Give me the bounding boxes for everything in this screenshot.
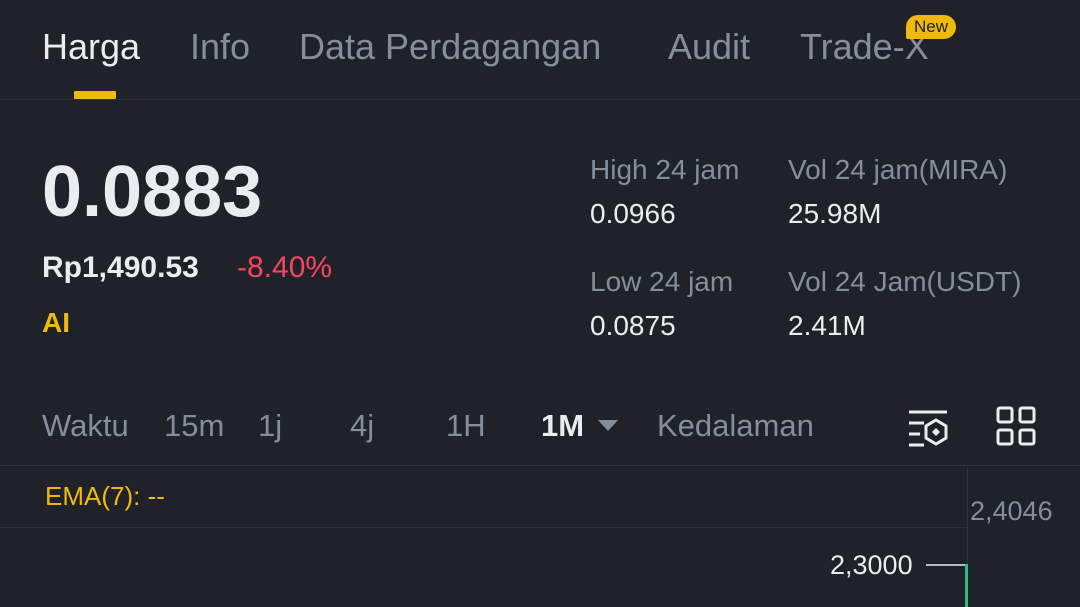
grid-line xyxy=(0,527,968,528)
tab-bar: Harga Info Data Perdagangan Audit Trade-… xyxy=(0,0,1080,100)
current-price-line xyxy=(926,564,968,566)
interval-15m[interactable]: 15m xyxy=(164,408,225,443)
tab-harga[interactable]: Harga xyxy=(42,26,141,67)
new-badge: New xyxy=(906,15,957,39)
candle xyxy=(965,564,968,607)
high-24h-label: High 24 jam xyxy=(590,154,740,185)
ema-indicator-label: EMA(7): -- xyxy=(45,481,165,511)
fiat-price: Rp1,490.53 xyxy=(42,251,199,284)
vol-base-value: 25.98M xyxy=(788,198,882,229)
price-axis-divider xyxy=(967,467,968,607)
grid-layout-icon[interactable] xyxy=(996,406,1040,450)
tab-audit[interactable]: Audit xyxy=(668,26,751,67)
interval-1h[interactable]: 1H xyxy=(446,408,486,443)
price-chart[interactable]: EMA(7): -- 2,4046 2,3000 xyxy=(0,467,1080,607)
tab-info[interactable]: Info xyxy=(190,26,251,67)
vol-base-label: Vol 24 jam(MIRA) xyxy=(788,154,1008,185)
high-24h-value: 0.0966 xyxy=(590,198,676,229)
interval-bar: Waktu 15m 1j 4j 1H 1M Kedalaman xyxy=(0,390,1080,466)
low-24h-value: 0.0875 xyxy=(590,310,676,341)
current-price-line-label: 2,3000 xyxy=(830,550,913,580)
chevron-down-icon[interactable] xyxy=(598,420,618,431)
last-price: 0.0883 xyxy=(42,152,263,232)
vol-quote-label: Vol 24 Jam(USDT) xyxy=(788,266,1022,297)
active-tab-indicator xyxy=(74,91,116,99)
indicator-settings-icon[interactable] xyxy=(906,406,950,450)
low-24h-label: Low 24 jam xyxy=(590,266,734,297)
price-axis-label: 2,4046 xyxy=(970,496,1053,526)
category-tag[interactable]: AI xyxy=(42,307,70,338)
price-change-percent: -8.40% xyxy=(237,251,333,284)
depth-tab[interactable]: Kedalaman xyxy=(657,408,814,443)
vol-quote-value: 2.41M xyxy=(788,310,866,341)
interval-1j[interactable]: 1j xyxy=(258,408,283,443)
tab-data-perdagangan[interactable]: Data Perdagangan xyxy=(299,26,602,67)
interval-1m-selected[interactable]: 1M xyxy=(541,408,585,443)
interval-4j[interactable]: 4j xyxy=(350,408,375,443)
interval-waktu[interactable]: Waktu xyxy=(42,408,129,443)
